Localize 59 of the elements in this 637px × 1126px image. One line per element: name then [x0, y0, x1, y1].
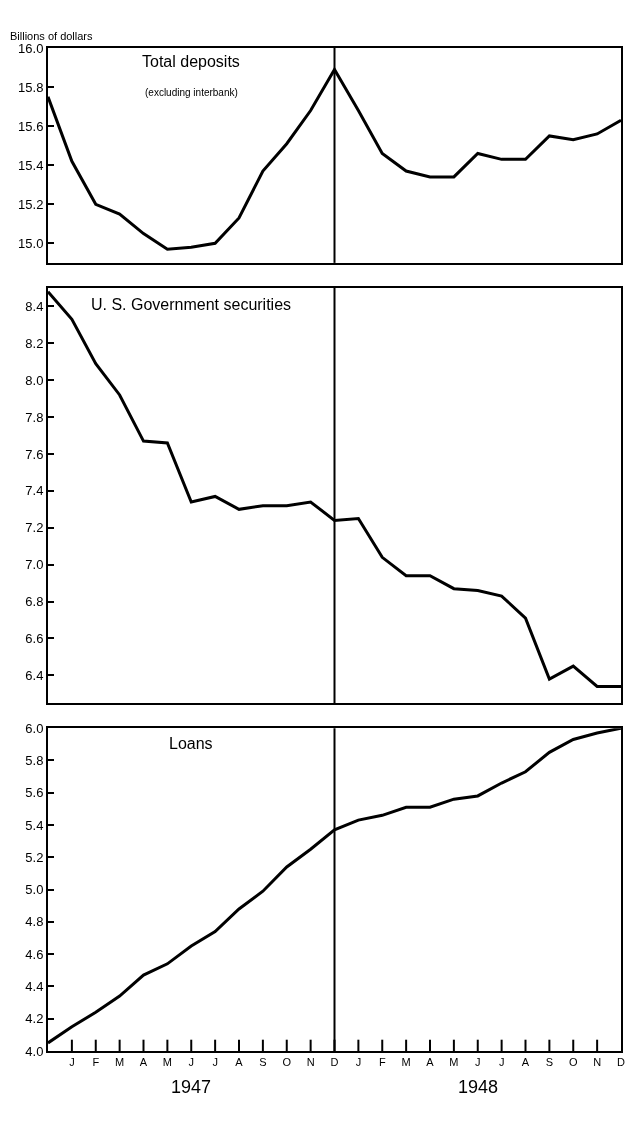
x-tick-label: F [92, 1056, 100, 1069]
y-tick-label: 15.2 [18, 196, 44, 212]
x-tick-label: F [378, 1056, 386, 1069]
text: 1947 [171, 1077, 212, 1097]
y-tick-label: 6.8 [25, 594, 44, 610]
x-tick-label: D [330, 1056, 339, 1069]
y-tick-label: 7.0 [25, 557, 44, 573]
x-tick-label: A [426, 1056, 435, 1069]
text: (excluding interbank) [145, 87, 238, 98]
x-tick-label: A [139, 1056, 148, 1069]
text: U. S. Government securities [91, 296, 292, 313]
x-tick-label: D [617, 1056, 626, 1069]
y-tick-label: 8.0 [25, 372, 44, 388]
y-tick-label: 8.2 [25, 335, 44, 351]
x-tick-label: M [449, 1056, 459, 1069]
x-tick-label: N [593, 1056, 602, 1069]
x-tick-label: S [259, 1056, 267, 1069]
y-tick-label: 5.8 [25, 752, 44, 768]
x-tick-label: J [355, 1056, 362, 1069]
x-tick-label: A [235, 1056, 244, 1069]
y-tick-label: 7.2 [25, 520, 44, 536]
x-tick-label: O [282, 1056, 292, 1069]
x-tick-label: N [306, 1056, 315, 1069]
x-tick-label: S [545, 1056, 554, 1069]
y-tick-label: 4.8 [25, 914, 44, 930]
x-tick-label: J [188, 1056, 194, 1069]
x-tick-label: A [521, 1056, 530, 1069]
y-tick-label: 16.0 [18, 40, 44, 56]
y-tick-label: 4.6 [25, 946, 44, 962]
y-tick-label: 7.4 [25, 483, 44, 499]
y-tick-label: 8.4 [25, 298, 44, 314]
x-tick-label: J [69, 1056, 75, 1069]
chart-title: Loans [169, 735, 213, 752]
y-tick-label: 4.0 [25, 1043, 44, 1059]
x-tick-label: J [212, 1056, 218, 1069]
text: 1948 [458, 1077, 499, 1097]
y-tick-label: 15.8 [18, 79, 44, 95]
x-tick-label: M [115, 1056, 125, 1069]
y-tick-label: 6.4 [25, 667, 44, 683]
y-tick-label: 6.0 [25, 720, 44, 736]
x-tick-label: O [568, 1056, 578, 1069]
y-tick-label: 15.4 [18, 157, 44, 173]
y-tick-label: 7.6 [25, 446, 44, 462]
y-tick-label: 4.4 [25, 978, 44, 994]
x-tick-label: J [475, 1056, 481, 1069]
x-tick-label: J [498, 1056, 505, 1069]
y-tick-label: 6.6 [25, 631, 44, 647]
y-tick-label: 5.2 [25, 849, 44, 865]
y-tick-label: 5.4 [25, 817, 44, 833]
y-axis-title: Billions of dollars [10, 30, 94, 42]
x-tick-label: M [401, 1056, 411, 1069]
y-tick-label: 4.2 [25, 1011, 44, 1027]
y-tick-label: 15.0 [18, 235, 44, 251]
x-tick-label: M [162, 1056, 172, 1069]
y-tick-label: 5.6 [25, 785, 44, 801]
y-tick-label: 7.8 [25, 409, 44, 425]
y-tick-label: 5.0 [25, 882, 44, 898]
y-tick-label: 15.6 [18, 118, 44, 134]
chart-title: Total deposits [142, 53, 240, 70]
